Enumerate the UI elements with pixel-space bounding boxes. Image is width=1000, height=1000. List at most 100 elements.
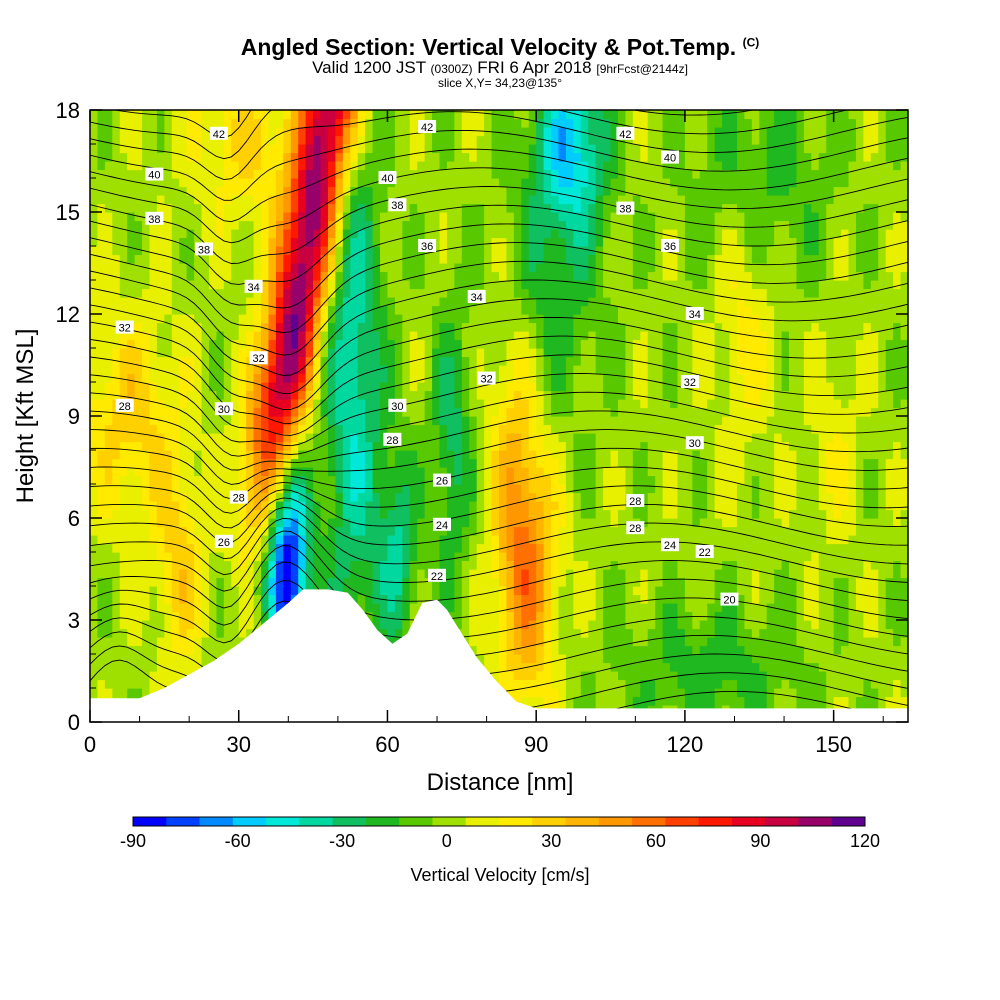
velocity-cell [558,271,567,281]
velocity-cell [216,169,225,179]
velocity-cell [506,407,515,417]
velocity-cell [372,110,381,120]
velocity-cell [491,178,500,188]
velocity-cell [543,535,552,545]
velocity-cell [104,390,113,400]
velocity-cell [268,535,277,545]
velocity-cell [432,382,441,392]
velocity-cell [112,501,121,511]
valid-date: FRI 6 Apr 2018 [477,58,592,77]
velocity-cell [298,161,307,171]
velocity-cell [90,178,99,188]
velocity-cell [268,305,277,315]
velocity-cell [335,297,344,307]
velocity-cell [127,407,136,417]
velocity-cell [223,645,232,655]
velocity-cell [327,237,336,247]
velocity-cell [201,186,210,196]
velocity-cell [595,475,604,485]
velocity-cell [350,322,359,332]
velocity-cell [402,365,411,375]
velocity-cell [372,331,381,341]
velocity-cell [313,271,322,281]
velocity-cell [342,484,351,494]
velocity-cell [327,518,336,528]
velocity-cell [350,186,359,196]
velocity-cell [513,586,522,596]
velocity-cell [513,203,522,213]
velocity-cell [595,424,604,434]
velocity-cell [439,161,448,171]
velocity-cell [268,424,277,434]
velocity-cell [90,458,99,468]
velocity-cell [461,407,470,417]
velocity-cell [231,339,240,349]
velocity-cell [424,186,433,196]
velocity-cell [588,586,597,596]
velocity-cell [499,654,508,664]
velocity-cell [365,577,374,587]
velocity-cell [149,552,158,562]
velocity-cell [454,246,463,256]
velocity-cell [454,203,463,213]
velocity-cell [380,195,389,205]
velocity-cell [216,229,225,239]
velocity-cell [342,475,351,485]
velocity-cell [156,620,165,630]
velocity-cell [320,475,329,485]
velocity-cell [216,492,225,502]
velocity-cell [350,433,359,443]
velocity-cell [171,399,180,409]
velocity-cell [432,110,441,120]
velocity-cell [387,475,396,485]
velocity-cell [543,161,552,171]
velocity-cell [484,135,493,145]
velocity-cell [446,492,455,502]
velocity-cell [164,433,173,443]
velocity-cell [521,271,530,281]
velocity-cell [179,118,188,128]
velocity-cell [127,356,136,366]
velocity-cell [461,492,470,502]
velocity-cell [171,280,180,290]
velocity-cell [335,407,344,417]
velocity-cell [298,501,307,511]
velocity-cell [350,450,359,460]
velocity-cell [573,263,582,273]
velocity-cell [461,254,470,264]
velocity-cell [446,271,455,281]
velocity-cell [409,237,418,247]
velocity-cell [469,594,478,604]
velocity-cell [513,484,522,494]
velocity-cell [543,526,552,536]
velocity-cell [313,118,322,128]
velocity-cell [365,526,374,536]
velocity-cell [342,407,351,417]
velocity-cell [320,535,329,545]
velocity-cell [186,169,195,179]
velocity-cell [156,671,165,681]
velocity-cell [573,458,582,468]
velocity-cell [380,382,389,392]
velocity-cell [365,305,374,315]
velocity-cell [201,645,210,655]
velocity-cell [536,127,545,137]
velocity-cell [342,186,351,196]
velocity-cell [283,203,292,213]
velocity-cell [402,288,411,298]
velocity-cell [417,331,426,341]
velocity-cell [521,501,530,511]
velocity-cell [261,424,270,434]
velocity-cell [424,526,433,536]
velocity-cell [402,144,411,154]
velocity-cell [536,603,545,613]
velocity-cell [327,305,336,315]
velocity-cell [320,433,329,443]
velocity-cell [179,186,188,196]
velocity-cell [142,594,151,604]
velocity-cell [580,433,589,443]
velocity-cell [134,186,143,196]
velocity-cell [580,280,589,290]
velocity-cell [417,169,426,179]
velocity-cell [350,297,359,307]
